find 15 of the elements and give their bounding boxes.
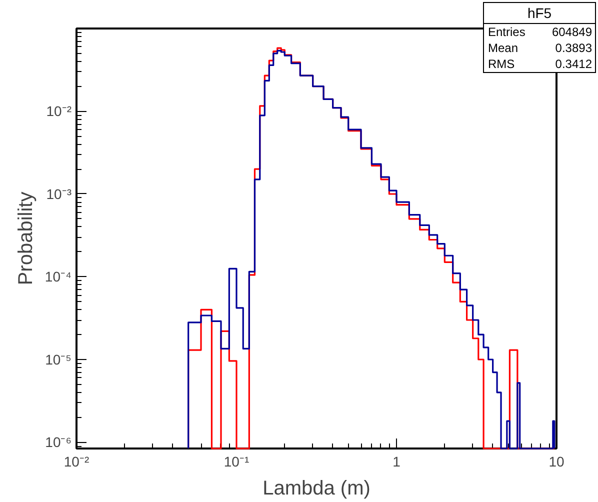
text: hF5 <box>484 2 596 24</box>
y-tick-label: 10⁻⁴ <box>44 268 72 285</box>
y-tick-label: 10⁻⁵ <box>45 351 72 368</box>
y-tick-label: 10⁻³ <box>46 186 72 202</box>
x-tick-label: 10⁻² <box>64 454 90 470</box>
text: Entries 604849 <box>488 25 592 39</box>
y-tick-label: 10⁻⁶ <box>45 434 72 450</box>
x-tick-label: 10⁻¹ <box>224 454 250 470</box>
text: Mean 0.3893 <box>488 41 592 55</box>
x-tick-label: 10 <box>548 454 564 470</box>
y-axis-title: Probability <box>14 192 37 286</box>
text: RMS 0.3412 <box>488 57 592 71</box>
y-tick-label: 10⁻² <box>46 103 72 120</box>
x-tick-label: 1 <box>392 454 401 470</box>
x-axis-title: Lambda (m) <box>262 478 370 500</box>
